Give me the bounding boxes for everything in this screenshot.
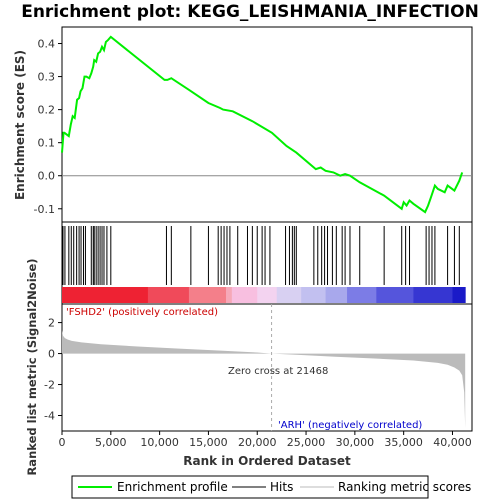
rank-heatmap-bar — [62, 287, 466, 303]
heatmap-segment — [188, 287, 227, 303]
x-tick-label: 20,000 — [238, 436, 277, 449]
legend: Enrichment profile Hits Ranking metric s… — [71, 475, 471, 499]
chart-title: Enrichment plot: KEGG_LEISHMANIA_INFECTI… — [21, 2, 479, 22]
es-y-tick-label: 0.1 — [38, 137, 56, 150]
metric-panel: -4 -2 0 2 'FSHD2' (positively correlated) Z… — [44, 303, 473, 432]
es-y-tick-label: 0.0 — [38, 170, 56, 183]
heatmap-segment — [325, 287, 348, 303]
x-axis-label: Rank in Ordered Dataset — [183, 454, 351, 468]
x-tick-label: 15,000 — [189, 436, 228, 449]
heatmap-segment — [226, 287, 233, 303]
es-panel: -0.1 0.0 0.1 0.2 0.3 0.4 — [34, 26, 473, 223]
es-panel-frame — [61, 26, 473, 223]
x-tick-label: 10,000 — [140, 436, 179, 449]
heatmap-segment — [376, 287, 414, 303]
x-tick-label: 35,000 — [384, 436, 423, 449]
x-axis-ticks: 0 5,000 10,000 15,000 20,000 25,000 30,000 35,0… — [59, 431, 472, 449]
heatmap-segment — [301, 287, 327, 303]
enrichment-profile-line — [61, 35, 464, 214]
metric-y-tick-label: -2 — [44, 379, 55, 392]
x-tick-label: 5,000 — [95, 436, 127, 449]
heatmap-segment — [257, 287, 278, 303]
metric-y-axis-label: Ranked list metric (Signal2Noise) — [25, 258, 39, 475]
heatmap-segment — [452, 287, 466, 303]
x-tick-label: 25,000 — [287, 436, 326, 449]
x-tick-label: 30,000 — [336, 436, 375, 449]
heatmap-segment — [62, 287, 149, 303]
heatmap-segment — [231, 287, 258, 303]
es-y-axis-label: Enrichment score (ES) — [13, 50, 27, 200]
es-y-tick-label: 0.2 — [38, 104, 56, 117]
es-y-tick-label: -0.1 — [34, 203, 55, 216]
legend-label-ranking: Ranking metric scores — [338, 480, 471, 494]
heatmap-segment — [347, 287, 377, 303]
legend-label-hits: Hits — [270, 480, 293, 494]
zero-cross-label: Zero cross at 21468 — [228, 366, 328, 377]
es-y-tick-label: 0.4 — [38, 38, 56, 51]
ranking-metric-area — [62, 330, 466, 428]
heatmap-segment — [147, 287, 190, 303]
negative-correlation-label: 'ARH' (negatively correlated) — [278, 420, 422, 431]
heatmap-segment — [276, 287, 302, 303]
x-tick-label: 0 — [59, 436, 66, 449]
hit-lines — [62, 226, 460, 285]
es-y-tick-label: 0.3 — [38, 71, 56, 84]
positive-correlation-label: 'FSHD2' (positively correlated) — [66, 307, 218, 318]
legend-label-enrichment: Enrichment profile — [117, 480, 228, 494]
x-tick-label: 40,000 — [433, 436, 472, 449]
metric-panel-frame — [61, 303, 473, 432]
metric-y-tick-label: 2 — [48, 317, 55, 330]
hits-panel — [61, 221, 473, 305]
es-y-ticks: -0.1 0.0 0.1 0.2 0.3 0.4 — [34, 38, 62, 216]
heatmap-segment — [413, 287, 453, 303]
metric-y-tick-label: -4 — [44, 410, 55, 423]
metric-y-ticks: -4 -2 0 2 — [44, 317, 62, 423]
metric-y-tick-label: 0 — [48, 348, 55, 361]
